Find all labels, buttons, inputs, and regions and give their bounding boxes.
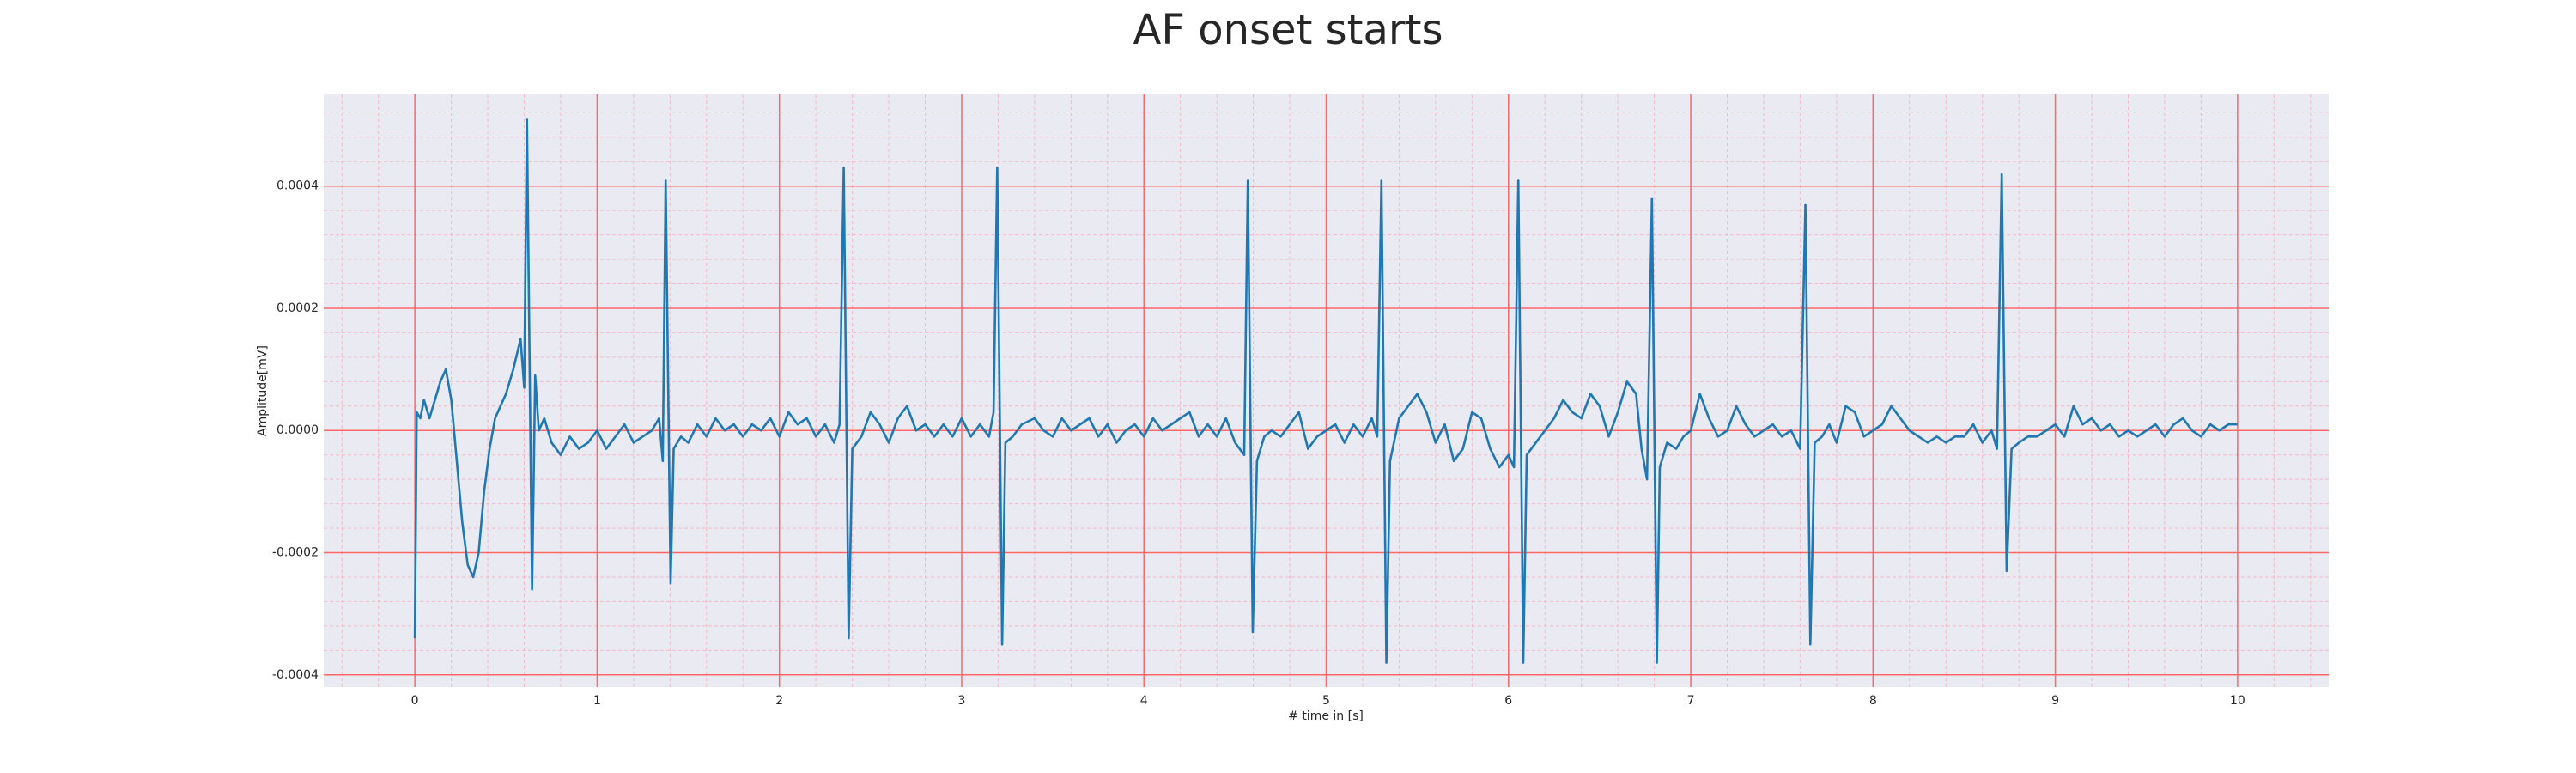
x-tick-label: 1 — [593, 694, 601, 708]
y-axis-label: Amplitude[mV] — [256, 345, 270, 436]
x-tick-label: 5 — [1322, 694, 1330, 708]
y-tick-label: 0.0000 — [276, 423, 319, 437]
x-tick-label: 0 — [411, 694, 419, 708]
y-tick-label: -0.0002 — [272, 546, 319, 560]
x-tick-label: 2 — [775, 694, 783, 708]
y-tick-label: -0.0004 — [272, 668, 319, 682]
x-tick-label: 8 — [1869, 694, 1877, 708]
x-tick-label: 6 — [1504, 694, 1512, 708]
x-tick-label: 4 — [1140, 694, 1148, 708]
y-tick-label: 0.0002 — [276, 301, 319, 315]
x-axis-label: # time in [s] — [1288, 709, 1364, 723]
chart-title: AF onset starts — [1133, 6, 1443, 54]
signal-line — [413, 118, 2238, 664]
x-tick-label: 9 — [2051, 694, 2059, 708]
x-tick-label: 10 — [2230, 694, 2245, 708]
y-tick-label: 0.0004 — [276, 180, 319, 193]
x-tick-label: 7 — [1687, 694, 1695, 708]
x-tick-label: 3 — [957, 694, 965, 708]
